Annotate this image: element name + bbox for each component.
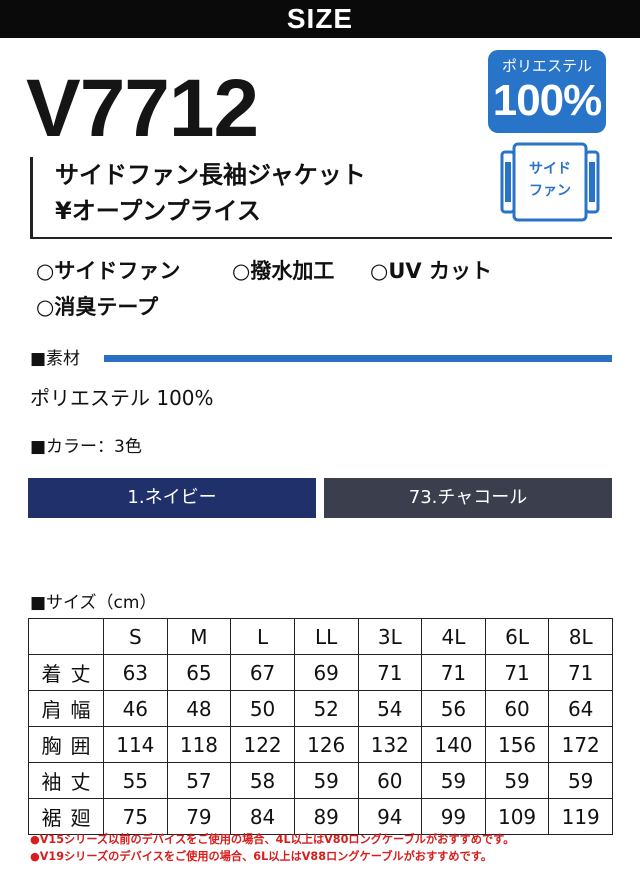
corner-cell xyxy=(28,618,104,655)
size-header: 6L xyxy=(484,618,550,655)
material-rule xyxy=(104,355,612,362)
table-cell: 118 xyxy=(166,726,232,763)
material-badge-label: ポリエステル xyxy=(501,57,592,75)
table-cell: 140 xyxy=(421,726,486,763)
table-row: 肩幅 46 48 50 52 54 56 60 64 xyxy=(28,690,613,727)
table-cell: 156 xyxy=(484,726,550,763)
row-label: 着丈 xyxy=(28,654,104,691)
table-cell: 71 xyxy=(421,654,486,691)
table-cell: 94 xyxy=(357,798,423,835)
table-cell: 172 xyxy=(548,726,613,763)
size-header: 4L xyxy=(421,618,486,655)
table-cell: 64 xyxy=(548,690,613,727)
size-header: 3L xyxy=(357,618,423,655)
size-header-row: S M L LL 3L 4L 6L 8L xyxy=(28,618,613,655)
table-cell: 126 xyxy=(293,726,359,763)
size-heading: ■サイズ（cm） xyxy=(30,593,157,613)
feature-deodorant-tape: ○消臭テープ xyxy=(36,295,159,319)
header-bar xyxy=(0,0,640,38)
table-cell: 59 xyxy=(421,762,486,799)
table-cell: 58 xyxy=(230,762,295,799)
material-badge: ポリエステル 100% xyxy=(488,50,606,133)
material-value: ポリエステル 100% xyxy=(30,386,214,410)
table-cell: 89 xyxy=(293,798,359,835)
table-cell: 65 xyxy=(166,654,232,691)
table-row: 胸囲 114 118 122 126 132 140 156 172 xyxy=(28,726,613,763)
table-cell: 59 xyxy=(293,762,359,799)
jacket-outline-icon xyxy=(500,142,600,222)
table-cell: 52 xyxy=(293,690,359,727)
size-header: LL xyxy=(293,618,359,655)
table-cell: 71 xyxy=(484,654,550,691)
product-name: サイドファン長袖ジャケット xyxy=(55,161,366,189)
table-cell: 99 xyxy=(421,798,486,835)
table-cell: 46 xyxy=(103,690,168,727)
table-cell: 67 xyxy=(230,654,295,691)
table-cell: 48 xyxy=(166,690,232,727)
table-cell: 55 xyxy=(103,762,168,799)
product-name-block: サイドファン長袖ジャケット ¥オープンプライス xyxy=(30,157,410,239)
table-cell: 54 xyxy=(357,690,423,727)
table-cell: 59 xyxy=(548,762,613,799)
feature-uv-cut: ○UV カット xyxy=(370,259,492,283)
model-number: V7712 xyxy=(26,63,259,154)
table-cell: 75 xyxy=(103,798,168,835)
size-header: M xyxy=(166,618,232,655)
color-swatch-charcoal: 73.チャコール xyxy=(324,478,612,518)
cable-note-v15: ●V15シリーズ以前のデバイスをご使用の場合、4L以上はV80ロングケーブルがお… xyxy=(30,833,515,846)
cable-note-v19: ●V19シリーズのデバイスをご使用の場合、6L以上はV88ロングケーブルがおすす… xyxy=(30,850,493,863)
row-label: 袖丈 xyxy=(28,762,104,799)
fan-badge-line1: サイド xyxy=(529,161,571,177)
table-cell: 71 xyxy=(548,654,613,691)
table-cell: 60 xyxy=(357,762,423,799)
size-header: L xyxy=(230,618,295,655)
table-row: 袖丈 55 57 58 59 60 59 59 59 xyxy=(28,762,613,799)
table-row: 裾廻 75 79 84 89 94 99 109 119 xyxy=(28,798,613,835)
material-badge-percent: 100% xyxy=(492,76,603,125)
table-cell: 84 xyxy=(230,798,295,835)
feature-side-fan: ○サイドファン xyxy=(36,259,181,283)
table-row: 着丈 63 65 67 69 71 71 71 71 xyxy=(28,654,613,691)
feature-water-repellent: ○撥水加工 xyxy=(232,259,335,283)
row-label: 裾廻 xyxy=(28,798,104,835)
header-title: SIZE xyxy=(286,3,354,34)
table-cell: 50 xyxy=(230,690,295,727)
table-cell: 59 xyxy=(484,762,550,799)
fan-badge-line2: ファン xyxy=(529,183,571,199)
table-cell: 69 xyxy=(293,654,359,691)
table-cell: 132 xyxy=(357,726,423,763)
size-header: S xyxy=(103,618,168,655)
table-cell: 119 xyxy=(548,798,613,835)
color-heading: ■カラー：3色 xyxy=(30,437,142,457)
table-cell: 79 xyxy=(166,798,232,835)
size-header: 8L xyxy=(548,618,613,655)
row-label: 肩幅 xyxy=(28,690,104,727)
table-cell: 60 xyxy=(484,690,550,727)
color-swatch-navy: 1.ネイビー xyxy=(28,478,316,518)
size-table: S M L LL 3L 4L 6L 8L 着丈 63 65 67 69 71 7… xyxy=(28,618,613,835)
table-cell: 71 xyxy=(357,654,423,691)
row-label: 胸囲 xyxy=(28,726,104,763)
table-cell: 56 xyxy=(421,690,486,727)
table-cell: 63 xyxy=(103,654,168,691)
table-cell: 114 xyxy=(103,726,168,763)
table-cell: 109 xyxy=(484,798,550,835)
product-price: ¥オープンプライス xyxy=(55,197,261,225)
table-cell: 122 xyxy=(230,726,295,763)
side-fan-icon: サイド ファン xyxy=(500,140,600,224)
divider xyxy=(410,237,612,239)
table-cell: 57 xyxy=(166,762,232,799)
material-heading: ■素材 xyxy=(30,349,81,369)
